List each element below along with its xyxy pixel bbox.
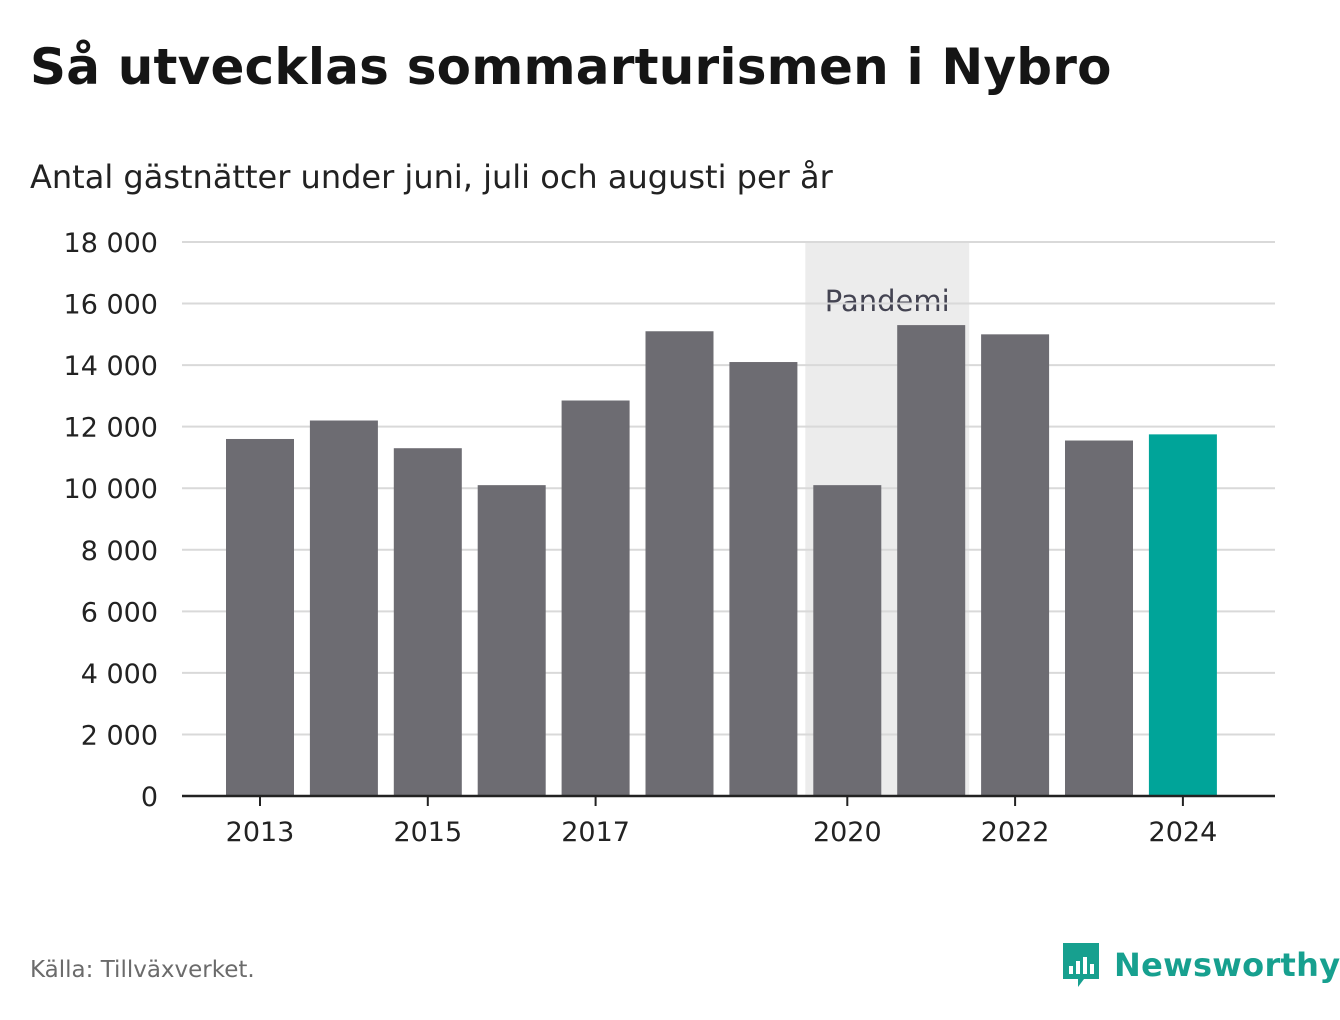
y-tick-label: 10 000 (64, 474, 158, 505)
bar-2023 (1065, 440, 1133, 796)
axis-layer: 2013 2015 2017 2020 2022 2024 (182, 794, 1275, 848)
bar-2017 (561, 400, 630, 796)
bar-2021 (897, 325, 966, 796)
bar-2019 (729, 362, 798, 796)
x-tick-label: 2020 (813, 817, 882, 848)
source-note: Källa: Tillväxverket. (30, 957, 255, 983)
y-tick-label: 16 000 (64, 290, 158, 321)
pandemic-label: Pandemi (825, 284, 950, 318)
x-tick-label: 2013 (226, 817, 295, 848)
bar-2020 (813, 485, 882, 796)
x-tick-label: 2022 (981, 817, 1050, 848)
bar-2022 (981, 334, 1050, 796)
y-tick-label: 12 000 (64, 413, 158, 444)
y-tick-label: 8 000 (81, 536, 158, 567)
chart-subtitle: Antal gästnätter under juni, juli och au… (30, 158, 833, 196)
newsworthy-logo-icon (1063, 943, 1099, 987)
bar-2024 (1148, 434, 1217, 796)
bar-2016 (477, 485, 546, 796)
y-tick-label: 14 000 (64, 351, 158, 382)
bar-layer (226, 325, 1217, 796)
bar-2018 (645, 331, 714, 796)
brand-name: Newsworthy (1114, 946, 1340, 984)
y-tick-label: 0 (141, 782, 158, 813)
x-tick-label: 2017 (561, 817, 630, 848)
brand: Newsworthy (1060, 940, 1340, 990)
x-tick-label: 2015 (393, 817, 462, 848)
y-tick-label: 18 000 (64, 228, 158, 259)
chart-title: Så utvecklas sommarturismen i Nybro (30, 38, 1112, 96)
y-tick-label: 6 000 (81, 597, 158, 628)
bar-2013 (226, 438, 294, 796)
bar-2015 (393, 448, 462, 796)
x-tick-label: 2024 (1149, 817, 1218, 848)
bar-2014 (309, 420, 378, 796)
y-tick-label: 4 000 (81, 659, 158, 690)
y-tick-label: 2 000 (81, 720, 158, 751)
